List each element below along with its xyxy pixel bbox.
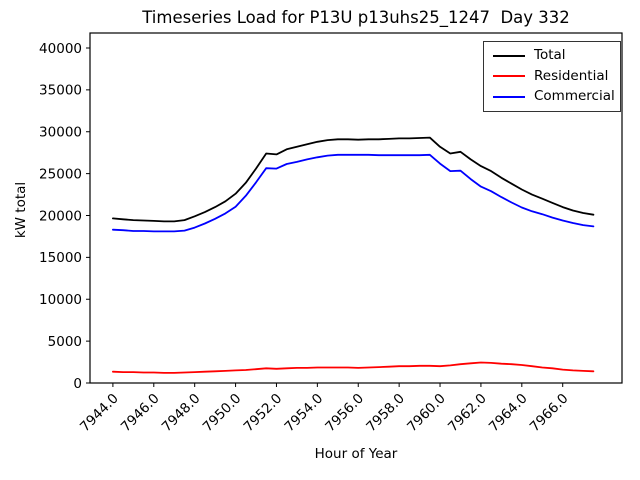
x-tick-label: 7966.0 (527, 391, 572, 436)
x-tick-label: 7944.0 (77, 391, 122, 436)
y-tick-label: 10000 (39, 292, 82, 308)
x-tick-label: 7964.0 (486, 391, 531, 436)
x-tick-label: 7954.0 (282, 391, 327, 436)
total-line-swatch (493, 54, 525, 57)
legend-entry-commercial: Commercial (493, 89, 615, 104)
y-tick-label: 30000 (39, 125, 82, 141)
y-tick-label: 25000 (39, 166, 82, 182)
x-tick-label: 7948.0 (159, 391, 204, 436)
x-tick-label: 7958.0 (363, 391, 408, 436)
y-tick-label: 35000 (39, 83, 82, 99)
x-tick-label: 7946.0 (118, 391, 163, 436)
residential-line-swatch (493, 75, 525, 78)
y-tick-label: 5000 (48, 334, 82, 350)
legend-label-total: Total (534, 47, 566, 63)
series-line-total (112, 136, 595, 223)
plot-border (89, 32, 623, 384)
x-tick-label: 7956.0 (322, 391, 367, 436)
x-tick-label: 7960.0 (404, 391, 449, 436)
legend: Total Residential Commercial (483, 41, 621, 112)
legend-label-commercial: Commercial (534, 88, 615, 104)
y-axis-label: kW total (13, 181, 29, 239)
chart-title: Timeseries Load for P13U p13uhs25_1247 D… (142, 8, 570, 27)
x-tick-label: 7952.0 (241, 391, 286, 436)
y-tick-label: 40000 (39, 41, 82, 57)
x-tick-label: 7962.0 (445, 391, 490, 436)
series-line-commercial (112, 153, 595, 233)
legend-entry-total: Total (493, 47, 611, 63)
legend-label-residential: Residential (534, 67, 609, 84)
x-axis-label: Hour of Year (314, 446, 398, 462)
legend-entry-residential: Residential (493, 67, 611, 84)
y-tick-label: 15000 (39, 250, 82, 266)
y-tick-label: 0 (73, 376, 82, 392)
commercial-line-swatch (493, 95, 525, 98)
x-tick-label: 7950.0 (200, 391, 245, 436)
y-tick-label: 20000 (39, 208, 82, 224)
series-line-residential (112, 361, 595, 374)
